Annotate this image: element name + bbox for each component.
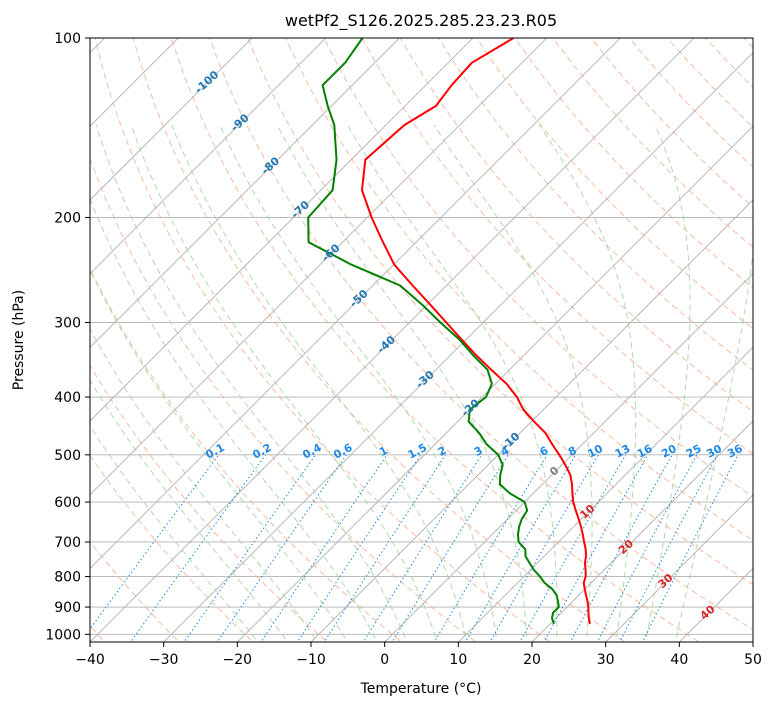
- mixing-ratio-line: [596, 454, 698, 642]
- dry-adiabat-lines: [90, 38, 753, 642]
- moist-adiabat-line: [674, 247, 753, 642]
- y-tick-label: 600: [54, 495, 81, 511]
- dry-adiabat-line: [90, 454, 254, 642]
- x-axis-label: Temperature (°C): [360, 681, 482, 697]
- dry-adiabat-line: [247, 38, 753, 586]
- isotherm-line: [384, 273, 753, 642]
- x-tick-label: 40: [670, 652, 688, 668]
- dry-adiabat-line: [132, 38, 626, 642]
- isotherm-line: [90, 38, 548, 496]
- isotherm-line: [605, 494, 753, 642]
- y-tick-label: 800: [54, 570, 81, 586]
- moist-adiabat-line: [95, 124, 408, 642]
- isotherm-line: [163, 52, 753, 642]
- dewpoint-profile-line: [307, 38, 560, 625]
- x-tick-label: 10: [449, 652, 467, 668]
- isotherm-line: [90, 38, 400, 348]
- x-tick-label: −30: [149, 652, 179, 668]
- mixing-ratio-line: [464, 454, 577, 642]
- y-axis-label: Pressure (hPa): [11, 290, 27, 390]
- dry-adiabat-line: [323, 38, 753, 498]
- mixing-ratio-line: [216, 454, 347, 642]
- mixing-ratio-label: 13: [613, 442, 633, 461]
- x-tick-label: 50: [744, 652, 762, 668]
- mixing-ratio-line: [260, 454, 388, 642]
- y-tick-label: 900: [54, 600, 81, 616]
- moist-adiabat-line: [347, 124, 558, 642]
- mixing-ratio-label: 10: [585, 442, 605, 461]
- dry-adiabat-line: [209, 38, 753, 631]
- y-tick-label: 400: [54, 390, 81, 406]
- mixing-ratio-line: [90, 454, 220, 630]
- x-tick-label: 0: [380, 652, 389, 668]
- axis-ticks: −40 −30 −20 −10 0 10 20 30 40 50 100 200 300 400 500 60…: [45, 31, 762, 668]
- moist-adiabat-line: [219, 124, 498, 642]
- temperature-profile-line: [361, 38, 591, 625]
- mixing-ratio-line: [569, 454, 673, 642]
- y-tick-label: 1000: [45, 627, 81, 643]
- mixing-ratio-lines: [90, 454, 739, 642]
- moist-adiabat-line: [277, 124, 528, 642]
- mixing-ratio-label: 25: [684, 442, 704, 461]
- x-tick-label: 30: [597, 652, 615, 668]
- mixing-ratio-line: [129, 454, 267, 642]
- y-tick-label: 700: [54, 535, 81, 551]
- isotherm-line: [90, 38, 327, 275]
- moist-adiabat-line: [130, 124, 438, 642]
- moist-adiabat-line: [90, 379, 289, 642]
- isotherm-line: [236, 125, 753, 642]
- mixing-ratio-line: [323, 454, 446, 642]
- profile-series: [307, 38, 591, 625]
- moist-adiabat-line: [645, 124, 691, 642]
- mixing-ratio-label: 16: [635, 442, 655, 461]
- plot-frame: [89, 37, 754, 643]
- y-tick-label: 300: [54, 316, 81, 332]
- mixing-ratio-line: [543, 454, 649, 642]
- isotherm-line: [531, 420, 753, 642]
- isotherm-line: [90, 38, 621, 569]
- dry-adiabat-line: [90, 267, 403, 642]
- y-tick-label: 100: [54, 31, 81, 47]
- dry-adiabat-line: [285, 38, 753, 541]
- isotherm-line: [310, 199, 753, 642]
- moist-adiabat-line: [90, 268, 348, 642]
- dry-adiabat-line: [170, 38, 700, 642]
- isotherm-line: [90, 38, 695, 642]
- dry-adiabat-line: [90, 364, 329, 642]
- mixing-ratio-line: [619, 454, 718, 642]
- mixing-ratio-line: [362, 454, 483, 642]
- isotherm-line: [90, 38, 253, 201]
- x-tick-label: −40: [75, 652, 105, 668]
- dry-adiabat-line: [94, 38, 552, 642]
- moist-adiabat-line: [171, 124, 468, 642]
- moist-adiabat-line: [90, 425, 259, 642]
- dry-adiabat-line: [514, 38, 753, 289]
- y-tick-label: 500: [54, 448, 81, 464]
- moist-adiabat-line: [538, 124, 637, 642]
- mixing-ratio-line: [183, 454, 316, 642]
- isotherm-line: [90, 38, 474, 422]
- mixing-ratio-label: 20: [659, 442, 679, 461]
- x-tick-label: 20: [523, 652, 541, 668]
- chart-title: wetPf2_S126.2025.285.23.23.R05: [285, 11, 557, 31]
- mixing-ratio-line: [296, 454, 422, 642]
- y-tick-label: 200: [54, 211, 81, 227]
- mixing-ratio-line: [391, 454, 509, 642]
- x-tick-label: −20: [223, 652, 253, 668]
- mixing-ratio-label: 30: [704, 442, 724, 461]
- pressure-gridlines: [90, 38, 753, 635]
- isotherm-lines: [90, 38, 753, 642]
- x-tick-label: −10: [296, 652, 326, 668]
- plot-area: [90, 38, 753, 642]
- mixing-ratio-label: 36: [725, 442, 745, 461]
